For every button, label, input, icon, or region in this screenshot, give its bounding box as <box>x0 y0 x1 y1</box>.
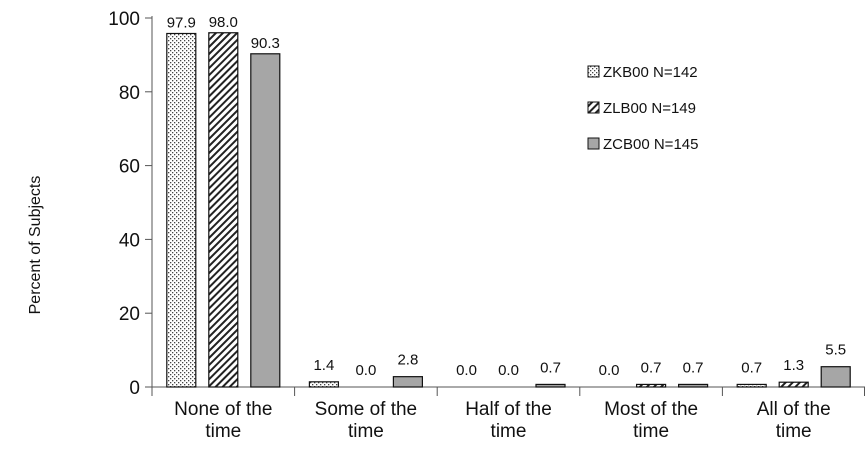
x-tick-label: time <box>348 421 384 442</box>
x-tick-label: time <box>633 421 669 442</box>
data-label: 1.4 <box>313 357 334 374</box>
data-label: 0.7 <box>540 359 561 376</box>
bar-dots <box>736 383 767 388</box>
x-tick-label: time <box>776 421 812 442</box>
bar-hatch <box>208 32 239 388</box>
bar-solid <box>392 376 423 388</box>
legend-swatch-hatch <box>587 101 600 114</box>
y-tick-label: 20 <box>119 304 140 325</box>
legend-label: ZCB00 N=145 <box>603 136 698 153</box>
y-tick-label: 100 <box>108 9 140 30</box>
data-label: 0.7 <box>683 359 704 376</box>
x-tick-label: All of the <box>757 399 831 420</box>
bar-dots <box>166 32 197 388</box>
bar-dots <box>308 381 339 388</box>
data-label: 0.0 <box>355 362 376 379</box>
x-tick-label: Most of the <box>604 399 698 420</box>
bar-solid <box>677 383 709 388</box>
data-label: 0.7 <box>641 359 662 376</box>
legend: ZKB00 N=142 ZLB00 N=149 ZCB00 N=145 <box>587 64 698 153</box>
legend-swatch-dots <box>587 65 600 78</box>
y-tick-label: 60 <box>119 157 140 178</box>
data-label: 1.3 <box>783 357 804 374</box>
bar-solid <box>250 53 281 388</box>
bar-solid <box>820 366 851 388</box>
data-label: 90.3 <box>251 35 280 52</box>
y-tick-label: 80 <box>119 83 140 104</box>
x-tick-label: None of the <box>174 399 272 420</box>
bar-solid <box>535 383 566 388</box>
data-label: 97.9 <box>167 14 196 31</box>
legend-label: ZLB00 N=149 <box>603 100 696 117</box>
y-tick-label: 0 <box>129 378 140 399</box>
bar-hatch <box>635 383 667 388</box>
x-tick-label: time <box>491 421 527 442</box>
x-tick-label: Half of the <box>465 399 552 420</box>
data-label: 5.5 <box>825 342 846 359</box>
data-label: 0.7 <box>741 359 762 376</box>
legend-label: ZKB00 N=142 <box>603 64 698 81</box>
x-tick-label: Some of the <box>315 399 417 420</box>
bars <box>166 32 851 388</box>
data-label: 2.8 <box>397 352 418 369</box>
legend-swatch-solid <box>587 137 600 150</box>
data-label: 98.0 <box>209 14 238 31</box>
y-axis-title: Percent of Subjects <box>27 176 44 315</box>
bar-hatch <box>778 381 809 388</box>
x-tick-label: time <box>205 421 241 442</box>
y-tick-label: 40 <box>119 230 140 251</box>
data-labels: 97.9 1.4 0.0 0.0 0.7 98.0 0.0 0.0 0.7 1.3 90.3 2.8 0… <box>167 14 846 379</box>
data-label: 0.0 <box>456 362 477 379</box>
data-label: 0.0 <box>599 362 620 379</box>
y-axis: 0 20 40 60 80 100 <box>108 9 153 399</box>
data-label: 0.0 <box>498 362 519 379</box>
